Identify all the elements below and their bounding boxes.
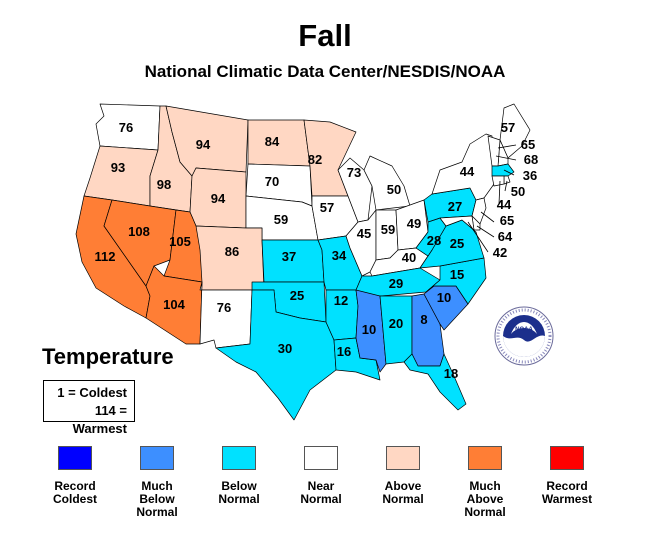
legend-swatch <box>468 446 502 470</box>
rank-il: 45 <box>357 226 371 241</box>
rank-mn: 82 <box>308 152 322 167</box>
rank-co: 86 <box>225 244 239 259</box>
rank-ms: 10 <box>362 322 376 337</box>
rank-ks: 37 <box>282 249 296 264</box>
legend-item-record-warmest: Record Warmest <box>522 446 612 506</box>
state-nv <box>103 199 177 287</box>
legend-label: Record Coldest <box>52 479 97 506</box>
rank-wy: 94 <box>211 191 226 206</box>
rank-me: 57 <box>501 120 515 135</box>
rank-ne: 59 <box>274 212 288 227</box>
state-az <box>145 265 203 345</box>
rank-az: 104 <box>163 297 185 312</box>
rank-sd: 70 <box>265 174 279 189</box>
scale-key-coldest: 1 = Coldest <box>57 385 127 400</box>
legend-swatch <box>304 446 338 470</box>
rank-ga: 8 <box>420 312 427 327</box>
legend-swatch <box>222 446 256 470</box>
rank-sc: 10 <box>437 290 451 305</box>
rank-nh: 65 <box>521 137 535 152</box>
legend-item-much-above-normal: Much Above Normal <box>440 446 530 519</box>
rank-ca: 112 <box>95 249 116 264</box>
state-nc <box>425 257 487 305</box>
legend-item-above-normal: Above Normal <box>358 446 448 506</box>
state-ut <box>163 209 203 283</box>
rank-nv: 108 <box>128 224 150 239</box>
rank-md: 42 <box>493 245 507 260</box>
state-ct <box>491 175 505 187</box>
rank-id: 98 <box>157 177 171 192</box>
rank-de: 64 <box>498 229 513 244</box>
rank-wa: 76 <box>119 120 133 135</box>
rank-la: 16 <box>337 344 351 359</box>
rank-ar: 12 <box>334 293 348 308</box>
rank-pa: 27 <box>448 199 462 214</box>
legend-label: Much Below Normal <box>136 479 178 519</box>
legend-swatch <box>140 446 174 470</box>
state-shapes <box>75 103 531 421</box>
rank-tn: 29 <box>389 276 403 291</box>
map-title: Fall <box>298 18 352 53</box>
legend-label: Much Above Normal <box>464 479 506 519</box>
legend-item-near-normal: Near Normal <box>276 446 366 506</box>
legend-label: Record Warmest <box>541 479 593 506</box>
rank-tx: 30 <box>278 341 292 356</box>
rank-or: 93 <box>111 160 125 175</box>
legend-item-below-normal: Below Normal <box>194 446 284 506</box>
state-md <box>439 215 475 231</box>
rank-wi: 73 <box>347 165 361 180</box>
rank-ny: 44 <box>460 164 475 179</box>
rank-ma: 36 <box>523 168 537 183</box>
state-or <box>83 145 159 207</box>
state-fl <box>403 353 467 411</box>
state-wi <box>337 157 373 223</box>
svg-text:NOAA: NOAA <box>515 327 533 333</box>
legend-swatch <box>386 446 420 470</box>
northeast-leader-lines <box>467 144 517 253</box>
legend-label: Above Normal <box>382 479 424 506</box>
state-ma <box>491 163 515 177</box>
rank-oh: 49 <box>407 216 421 231</box>
rank-ok: 25 <box>290 288 304 303</box>
state-tx <box>215 289 337 421</box>
rank-nc: 15 <box>450 267 464 282</box>
legend-item-record-coldest: Record Coldest <box>30 446 120 506</box>
rank-mt: 94 <box>196 137 211 152</box>
legend-swatch <box>58 446 92 470</box>
legend-label: Below Normal <box>218 479 260 506</box>
rank-wv: 28 <box>427 233 441 248</box>
rank-ri: 50 <box>511 184 525 199</box>
map-subtitle: National Climatic Data Center/NESDIS/NOA… <box>144 62 506 81</box>
rank-ia: 57 <box>320 200 334 215</box>
rank-in: 59 <box>381 222 395 237</box>
rank-mi: 50 <box>387 182 401 197</box>
scale-key-box: 1 = Coldest 114 = Warmest <box>43 380 135 436</box>
state-nj <box>471 197 487 225</box>
rank-ut: 105 <box>169 234 191 249</box>
scale-key-warmest: 114 = Warmest <box>72 403 127 436</box>
rank-va: 25 <box>450 236 464 251</box>
state-ny <box>431 133 495 201</box>
rank-mo: 34 <box>332 248 347 263</box>
rank-al: 20 <box>389 316 403 331</box>
rank-vt: 68 <box>524 152 538 167</box>
rank-ky: 40 <box>402 250 416 265</box>
rank-nd: 84 <box>265 134 280 149</box>
rank-nm: 76 <box>217 300 231 315</box>
state-mi <box>363 155 411 211</box>
legend-item-much-below-normal: Much Below Normal <box>112 446 202 519</box>
rank-fl: 18 <box>444 366 458 381</box>
legend-heading: Temperature <box>42 344 174 369</box>
legend-label: Near Normal <box>300 479 342 506</box>
rank-nj: 65 <box>500 213 514 228</box>
legend-swatch <box>550 446 584 470</box>
state-rank-labels: 76 93 98 94 94 84 70 82 59 86 112 108 10… <box>95 120 539 381</box>
noaa-logo: NOAA <box>494 306 554 366</box>
rank-ct: 44 <box>497 197 512 212</box>
